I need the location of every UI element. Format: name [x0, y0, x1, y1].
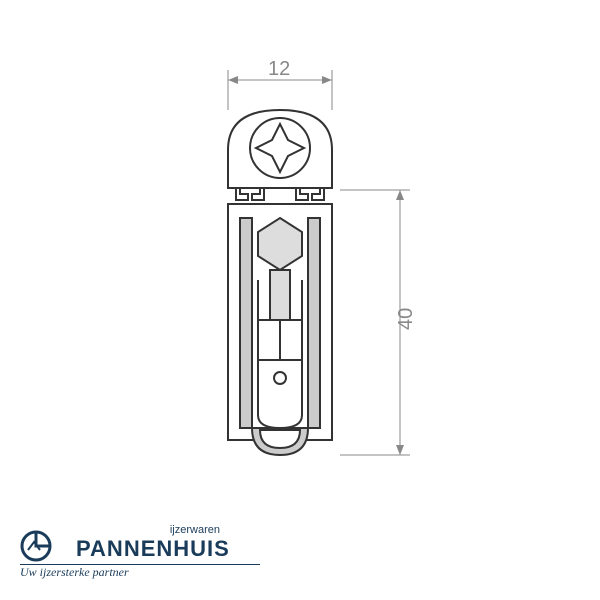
cross-section	[228, 110, 332, 455]
logo-tagline: Uw ijzersterke partner	[20, 565, 260, 580]
technical-drawing: 12 40	[140, 60, 460, 480]
company-logo: ijzerwaren PANNENHUIS Uw ijzersterke par…	[20, 522, 260, 580]
width-label: 12	[268, 60, 290, 80]
height-label: 40	[395, 308, 417, 330]
height-dimension: 40	[340, 190, 417, 455]
width-dimension: 12	[228, 60, 332, 110]
